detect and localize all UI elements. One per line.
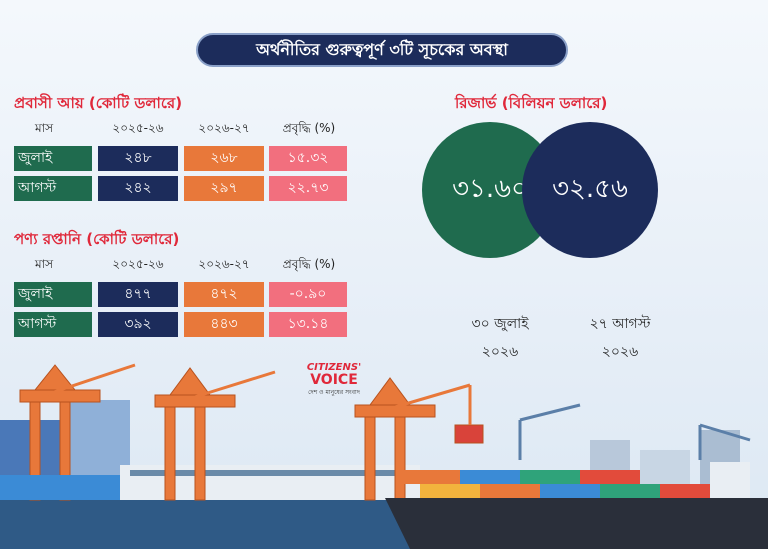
reserves-title: রিজার্ভ (বিলিয়ন ডলারে) — [455, 94, 608, 112]
column-header: ২০২৬-২৭ — [198, 257, 250, 271]
table-cell: ১৩.১৪ — [269, 312, 347, 337]
table-cell: আগস্ট — [14, 312, 92, 337]
section-title: প্রবাসী আয় (কোটি ডলারে) — [14, 94, 183, 112]
column-header: ২০২৫-২৬ — [112, 257, 164, 271]
table-cell: ২৪৮ — [98, 146, 178, 171]
column-header: মাস — [34, 257, 54, 271]
table-cell: ২২.৭৩ — [269, 176, 347, 201]
reserve-date: ২৭ আগস্ট ২০২৬ — [560, 310, 680, 366]
column-header: প্রবৃদ্ধি (%) — [282, 257, 336, 271]
brand-bottom: VOICE — [310, 372, 358, 388]
table-cell: ৩৯২ — [98, 312, 178, 337]
page-title: অর্থনীতির গুরুত্বপূর্ণ ৩টি সূচকের অবস্থা — [196, 33, 568, 67]
brand-tagline: দেশ ও মানুষের সংবাদ — [308, 389, 360, 396]
column-header: ২০২৫-২৬ — [112, 121, 164, 135]
table-cell: ৪৭২ — [184, 282, 264, 307]
brand-top: CITIZENS' — [306, 362, 362, 373]
brand-logo: CITIZENS' VOICE দেশ ও মানুষের সংবাদ — [286, 362, 382, 398]
date-line: ২৭ আগস্ট — [589, 316, 651, 332]
column-header: ২০২৬-২৭ — [198, 121, 250, 135]
table-cell: আগস্ট — [14, 176, 92, 201]
table-cell: -০.৯০ — [269, 282, 347, 307]
table-cell: ২৯৭ — [184, 176, 264, 201]
table-cell: ১৫.৩২ — [269, 146, 347, 171]
table-cell: ২৪২ — [98, 176, 178, 201]
section-title: পণ্য রপ্তানি (কোটি ডলারে) — [14, 230, 180, 248]
table-cell: ৪৪৩ — [184, 312, 264, 337]
table-cell: জুলাই — [14, 282, 92, 307]
table-cell: জুলাই — [14, 146, 92, 171]
date-line: ৩০ জুলাই — [471, 316, 529, 332]
reserve-circle: ৩২.৫৬ — [522, 122, 658, 258]
column-header: মাস — [34, 121, 54, 135]
date-line: ২০২৬ — [601, 344, 639, 360]
reserve-date: ৩০ জুলাই ২০২৬ — [440, 310, 560, 366]
date-line: ২০২৬ — [481, 344, 519, 360]
table-cell: ২৬৮ — [184, 146, 264, 171]
column-header: প্রবৃদ্ধি (%) — [282, 121, 336, 135]
table-cell: ৪৭৭ — [98, 282, 178, 307]
